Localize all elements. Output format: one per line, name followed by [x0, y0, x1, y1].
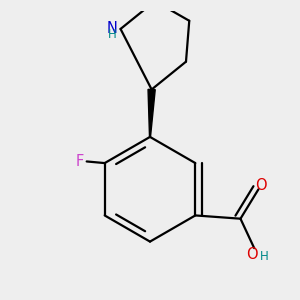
Text: O: O — [246, 247, 257, 262]
Text: O: O — [255, 178, 266, 194]
Text: F: F — [76, 154, 84, 169]
Text: N: N — [107, 21, 118, 36]
Text: H: H — [260, 250, 268, 262]
Polygon shape — [148, 89, 155, 137]
Text: H: H — [108, 28, 117, 41]
